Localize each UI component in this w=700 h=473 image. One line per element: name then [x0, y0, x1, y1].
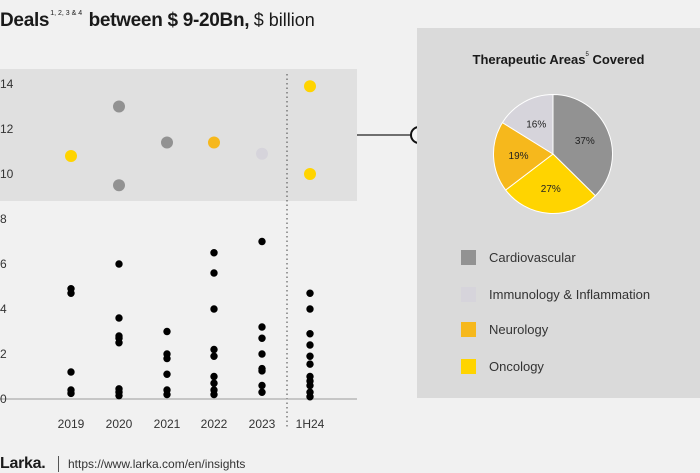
data-point — [115, 260, 123, 268]
data-point — [208, 136, 220, 149]
data-point — [304, 80, 316, 93]
pie-slice-label: 16% — [526, 119, 546, 130]
data-point — [65, 150, 77, 162]
larka-logo: Larka. — [0, 455, 46, 472]
data-point — [210, 249, 218, 257]
pie-title: Therapeutic Areas5 Covered — [417, 52, 700, 67]
pie-slice — [501, 93, 554, 155]
highlight-band — [0, 69, 357, 201]
data-point — [163, 327, 171, 336]
y-tick-label: 14 — [0, 77, 14, 91]
data-point — [306, 341, 314, 349]
data-point — [304, 168, 316, 180]
pie-title-text: Therapeutic Areas — [472, 52, 586, 67]
data-point — [115, 385, 123, 393]
data-point — [113, 100, 125, 113]
legend-label: Immunology & Inflammation — [489, 287, 651, 302]
data-point — [210, 386, 218, 394]
x-tick-label: 2021 — [154, 417, 181, 431]
data-point — [258, 237, 266, 246]
pie-title-footnote: 5 — [585, 52, 589, 58]
data-point — [210, 345, 218, 354]
y-tick-label: 12 — [0, 122, 14, 136]
x-tick-label: 2023 — [249, 417, 276, 431]
pie-chart: 37% 27% 19% 16% — [493, 93, 613, 214]
therapeutic-areas-panel: Therapeutic Areas5 Covered 37% 27% 19% 16% … — [417, 28, 700, 398]
data-point — [113, 179, 125, 192]
x-tick-label: 2019 — [58, 417, 85, 431]
x-tick-label: 2022 — [201, 417, 228, 431]
data-point — [258, 334, 266, 342]
pie-slice-label: 27% — [541, 184, 561, 195]
data-point — [163, 386, 171, 394]
data-point — [258, 364, 266, 373]
footer-divider — [58, 456, 59, 472]
data-point — [258, 381, 266, 390]
legend-label: Neurology — [489, 322, 549, 337]
data-point — [163, 350, 171, 358]
data-point — [306, 352, 314, 360]
data-point — [306, 330, 314, 338]
y-tick-label: 8 — [0, 212, 7, 226]
title-deals: Deals — [0, 10, 50, 31]
data-point — [306, 388, 314, 396]
y-tick-label: 10 — [0, 167, 14, 181]
data-point — [258, 350, 266, 358]
title-range: between $ 9-20Bn, — [88, 10, 250, 31]
y-tick-label: 6 — [0, 257, 7, 271]
pie-slice — [493, 121, 554, 191]
pie-slice-label: 37% — [575, 136, 595, 147]
data-point — [306, 305, 314, 313]
data-point — [210, 269, 218, 277]
legend-swatch — [461, 359, 476, 374]
y-tick-label: 4 — [0, 302, 7, 316]
title-unit: $ billion — [253, 10, 315, 30]
data-point — [161, 136, 173, 149]
footer-url-link[interactable]: https://www.larka.com/en/insights — [68, 457, 246, 471]
data-point — [67, 285, 75, 293]
data-point — [256, 147, 268, 160]
legend-label: Oncology — [489, 359, 544, 374]
y-tick-label: 0 — [0, 392, 7, 406]
data-point — [67, 368, 75, 376]
legend-swatch — [461, 322, 476, 337]
pie-slice — [504, 153, 597, 214]
pie-title-suffix: Covered — [592, 52, 645, 67]
x-tick-label: 2020 — [106, 417, 133, 431]
pie-slice-label: 19% — [509, 151, 529, 162]
data-point — [306, 289, 314, 297]
data-point — [210, 372, 218, 381]
data-point — [163, 370, 171, 378]
y-tick-label: 2 — [0, 347, 7, 361]
data-point — [115, 314, 123, 322]
data-point — [306, 372, 314, 381]
title-footnote-refs: 1, 2, 3 & 4 — [50, 10, 83, 17]
data-point — [67, 386, 75, 394]
data-point — [210, 379, 218, 387]
pie-slice — [552, 93, 613, 197]
data-point — [306, 360, 314, 368]
chart-title: Deals1, 2, 3 & 4 between $ 9-20Bn, $ bil… — [0, 10, 315, 32]
x-tick-label: 1H24 — [296, 417, 325, 431]
legend-swatch — [461, 250, 476, 265]
legend-label: Cardiovascular — [489, 250, 576, 265]
data-point — [210, 305, 218, 313]
data-point — [258, 323, 266, 331]
data-point — [210, 352, 218, 360]
data-point — [258, 388, 266, 396]
legend-swatch — [461, 287, 476, 302]
data-point — [115, 332, 123, 340]
